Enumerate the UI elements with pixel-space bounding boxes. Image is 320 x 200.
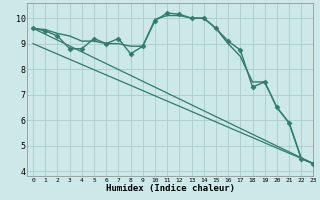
X-axis label: Humidex (Indice chaleur): Humidex (Indice chaleur) bbox=[106, 184, 235, 193]
